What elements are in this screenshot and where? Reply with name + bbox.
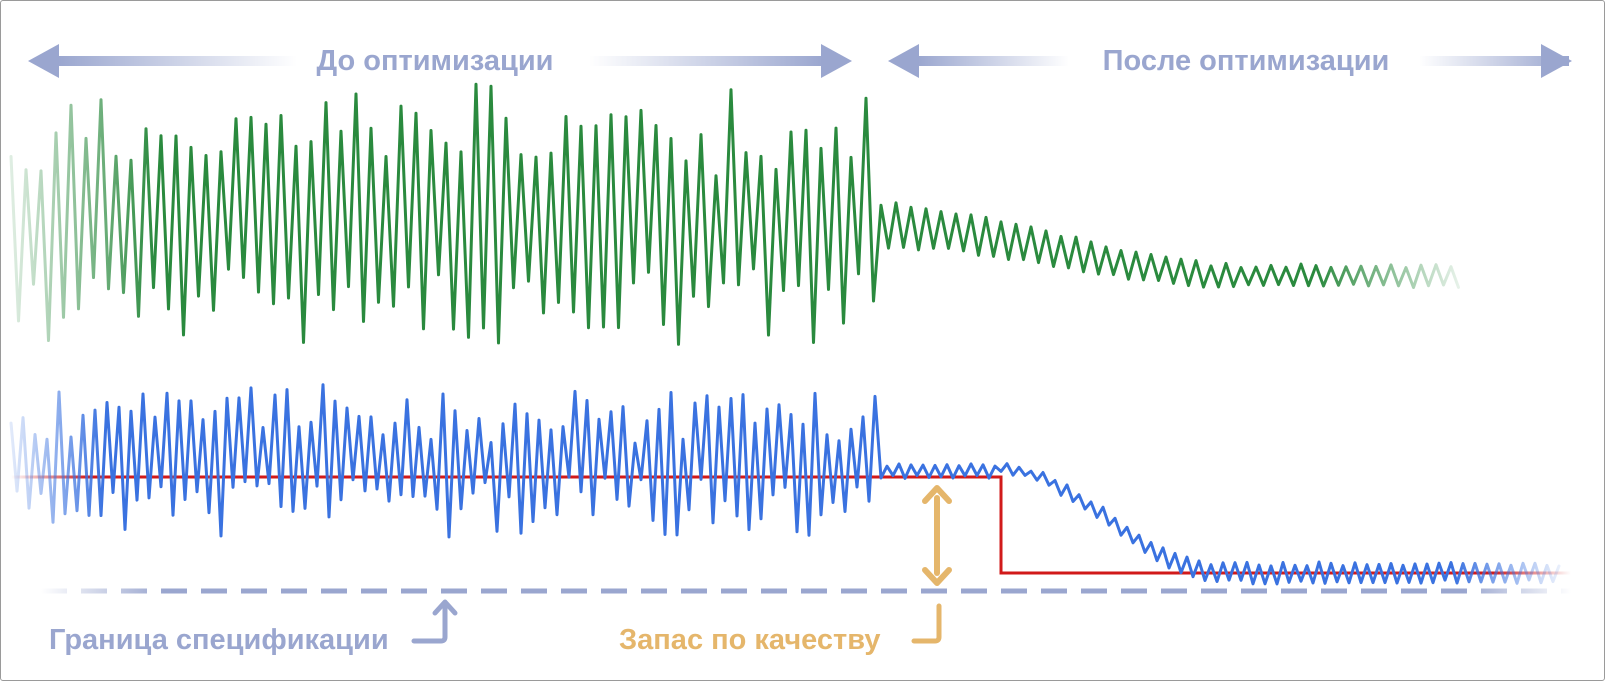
spec-limit-pointer-icon: [411, 605, 448, 644]
green-signal-trace: [9, 82, 1460, 346]
after-arrow-left-shaft: [917, 56, 1069, 66]
arrow-up-icon: [432, 599, 458, 616]
arrow-up-icon: [922, 485, 952, 504]
before-arrow-right-shaft: [589, 56, 825, 66]
right-arrow-head-icon: [1541, 44, 1572, 78]
quality-margin-callout: Запас по качеству: [619, 603, 942, 656]
arrow-down-icon: [922, 567, 952, 586]
right-arrow-head-icon: [821, 44, 852, 78]
after-arrow-right-shaft: [1419, 56, 1569, 66]
left-arrow-head-icon: [28, 44, 59, 78]
before-arrow-left-shaft: [57, 56, 297, 66]
after-optimization-header: После оптимизации: [888, 44, 1572, 78]
spec-limit-callout: Граница спецификации: [49, 599, 458, 656]
before-optimization-label: До оптимизации: [317, 45, 554, 77]
quality-margin-label: Запас по качеству: [619, 624, 880, 656]
left-arrow-head-icon: [888, 44, 919, 78]
spec-limit-label: Граница спецификации: [49, 624, 389, 656]
quality-margin-pointer-icon: [911, 603, 942, 644]
before-optimization-header: До оптимизации: [28, 44, 852, 78]
after-optimization-label: После оптимизации: [1103, 45, 1390, 77]
blue-signal-trace: [9, 383, 1561, 586]
red-target-line: [11, 475, 1571, 575]
quality-margin-arrow: [922, 485, 952, 586]
